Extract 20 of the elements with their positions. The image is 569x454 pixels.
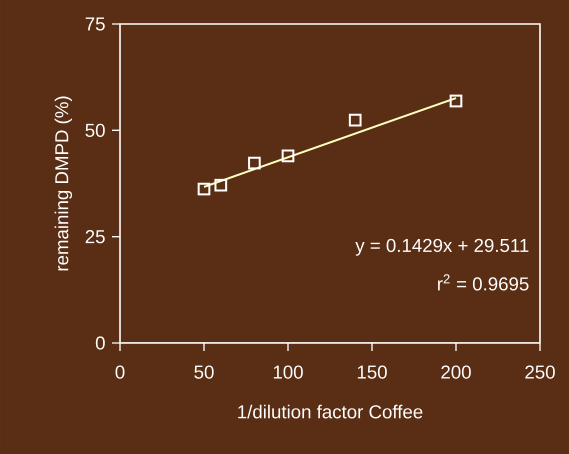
point [450, 94, 462, 108]
x-tick-label: 150 [358, 365, 387, 379]
point [248, 156, 261, 170]
x-tick-label: 0 [116, 365, 124, 379]
x-tick-label: 100 [274, 365, 303, 379]
point [214, 178, 228, 192]
x-tick-label: 50 [194, 365, 214, 379]
x-tick-label: 200 [441, 365, 471, 379]
y-axis-title: remaining DMPD (%) [54, 96, 72, 270]
point [282, 150, 294, 162]
annotation: r$^{2}$ = 0.9695 [438, 274, 528, 291]
y-tick-label: 25 [86, 230, 105, 244]
x-tick-label: 250 [525, 365, 555, 379]
annotation: y = 0.1429x + 29.511 [355, 238, 528, 256]
y-tick-label: 0 [96, 336, 105, 350]
y-tick-label: 75 [86, 18, 105, 31]
point [198, 182, 210, 196]
y-tick-label: 50 [86, 124, 105, 137]
point [348, 114, 362, 126]
x-axis-title: 1/dilution factor Coffee [238, 404, 422, 418]
